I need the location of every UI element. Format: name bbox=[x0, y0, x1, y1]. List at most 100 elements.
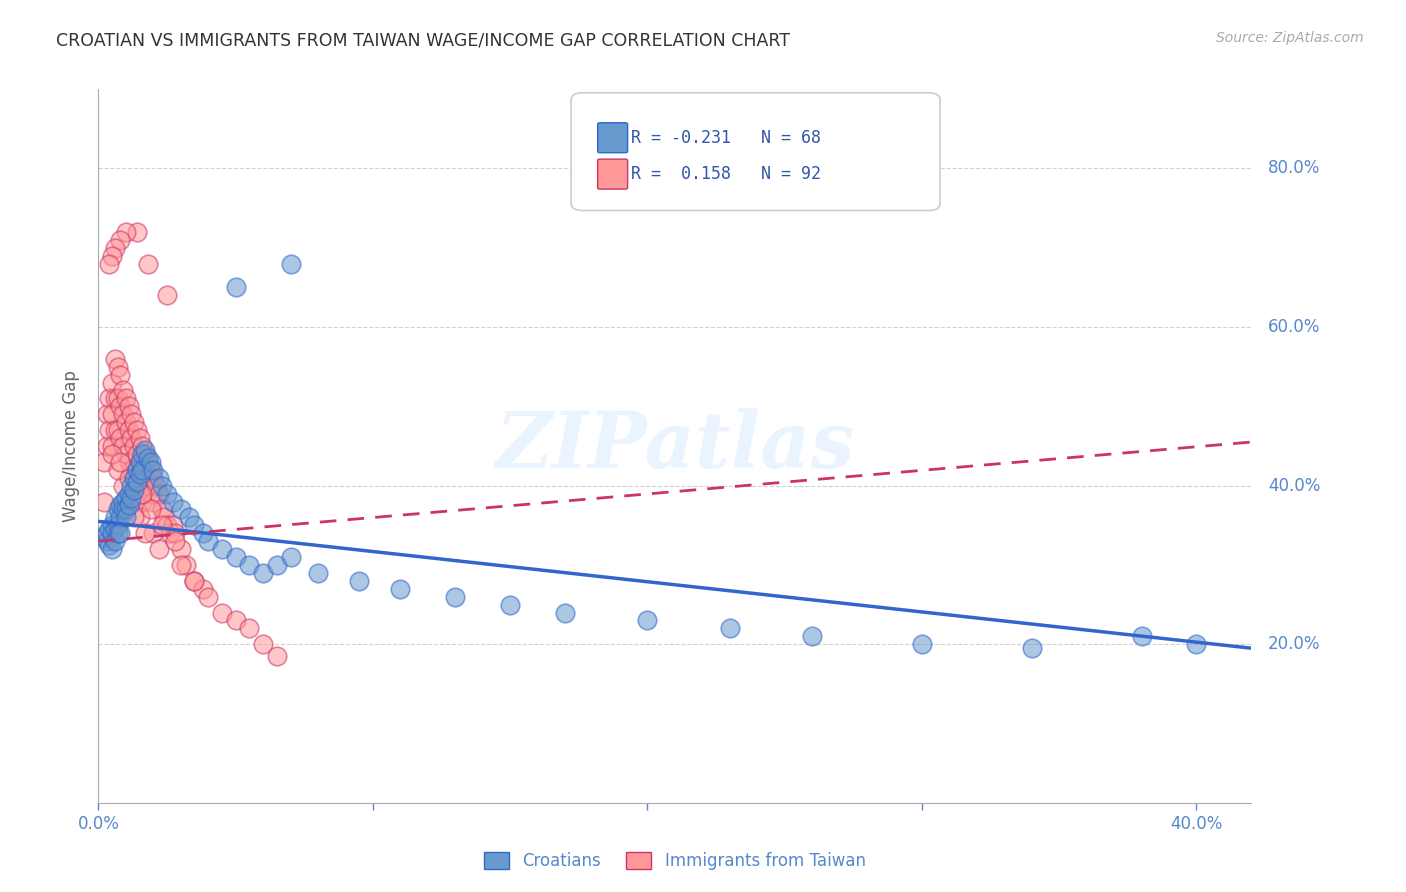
Point bbox=[266, 649, 288, 664]
Point bbox=[107, 502, 129, 516]
Point bbox=[125, 475, 148, 489]
Point bbox=[120, 463, 142, 477]
Point bbox=[128, 486, 150, 500]
Point bbox=[139, 463, 162, 477]
Point bbox=[122, 510, 145, 524]
Point bbox=[162, 494, 184, 508]
Point bbox=[153, 510, 176, 524]
Point bbox=[131, 494, 153, 508]
Point bbox=[112, 407, 135, 421]
Point bbox=[117, 486, 139, 500]
Point bbox=[136, 455, 159, 469]
Point bbox=[104, 522, 127, 536]
Point bbox=[499, 598, 522, 612]
Point bbox=[107, 463, 129, 477]
Point bbox=[110, 400, 132, 414]
Point bbox=[117, 400, 139, 414]
Point bbox=[238, 558, 260, 572]
Point bbox=[238, 621, 260, 635]
Point bbox=[101, 447, 124, 461]
Point bbox=[107, 359, 129, 374]
Point bbox=[110, 368, 132, 382]
FancyBboxPatch shape bbox=[598, 159, 627, 189]
Point bbox=[101, 439, 124, 453]
Point bbox=[125, 225, 148, 239]
Point bbox=[104, 510, 127, 524]
Point bbox=[101, 407, 124, 421]
Point bbox=[136, 478, 159, 492]
Point bbox=[107, 518, 129, 533]
Point bbox=[225, 280, 247, 294]
Point bbox=[96, 407, 118, 421]
Point bbox=[139, 502, 162, 516]
Point bbox=[136, 257, 159, 271]
Point bbox=[156, 288, 179, 302]
Point bbox=[134, 471, 156, 485]
Point bbox=[104, 351, 127, 366]
Point bbox=[107, 423, 129, 437]
Point bbox=[183, 518, 205, 533]
Point bbox=[801, 629, 824, 643]
Point bbox=[110, 499, 132, 513]
Point bbox=[252, 637, 274, 651]
Point bbox=[183, 574, 205, 588]
Point bbox=[636, 614, 658, 628]
Point bbox=[104, 534, 127, 549]
Point bbox=[120, 494, 142, 508]
Point bbox=[93, 530, 115, 544]
Point bbox=[134, 447, 156, 461]
Point bbox=[101, 376, 124, 390]
FancyBboxPatch shape bbox=[598, 123, 627, 153]
Point bbox=[115, 225, 138, 239]
Point bbox=[170, 542, 193, 557]
Point bbox=[225, 614, 247, 628]
Point bbox=[93, 455, 115, 469]
Text: ZIPatlas: ZIPatlas bbox=[495, 408, 855, 484]
Point bbox=[1185, 637, 1208, 651]
Point bbox=[139, 486, 162, 500]
Point bbox=[101, 542, 124, 557]
Text: R =  0.158   N = 92: R = 0.158 N = 92 bbox=[631, 165, 821, 183]
Point bbox=[128, 455, 150, 469]
Point bbox=[280, 257, 302, 271]
Point bbox=[131, 447, 153, 461]
Point bbox=[347, 574, 370, 588]
Point bbox=[122, 483, 145, 497]
Text: R = -0.231   N = 68: R = -0.231 N = 68 bbox=[631, 128, 821, 146]
Point bbox=[134, 442, 156, 457]
FancyBboxPatch shape bbox=[571, 93, 941, 211]
Point bbox=[115, 491, 138, 505]
Point bbox=[128, 510, 150, 524]
Point bbox=[115, 415, 138, 429]
Point bbox=[444, 590, 467, 604]
Point bbox=[117, 499, 139, 513]
Point bbox=[128, 467, 150, 481]
Point bbox=[115, 392, 138, 406]
Point bbox=[101, 249, 124, 263]
Point bbox=[96, 534, 118, 549]
Point bbox=[307, 566, 329, 580]
Point bbox=[148, 486, 170, 500]
Point bbox=[110, 233, 132, 247]
Point bbox=[145, 478, 167, 492]
Point bbox=[1021, 641, 1043, 656]
Point bbox=[142, 526, 165, 541]
Point bbox=[136, 450, 159, 465]
Point bbox=[150, 502, 173, 516]
Point bbox=[554, 606, 576, 620]
Point bbox=[122, 471, 145, 485]
Point bbox=[101, 526, 124, 541]
Point bbox=[125, 423, 148, 437]
Point bbox=[120, 431, 142, 445]
Point bbox=[96, 439, 118, 453]
Point bbox=[280, 549, 302, 564]
Point bbox=[101, 518, 124, 533]
Legend: Croatians, Immigrants from Taiwan: Croatians, Immigrants from Taiwan bbox=[478, 845, 872, 877]
Point bbox=[107, 392, 129, 406]
Point bbox=[911, 637, 934, 651]
Point bbox=[104, 241, 127, 255]
Point bbox=[131, 439, 153, 453]
Point bbox=[110, 455, 132, 469]
Point bbox=[98, 423, 121, 437]
Point bbox=[183, 574, 205, 588]
